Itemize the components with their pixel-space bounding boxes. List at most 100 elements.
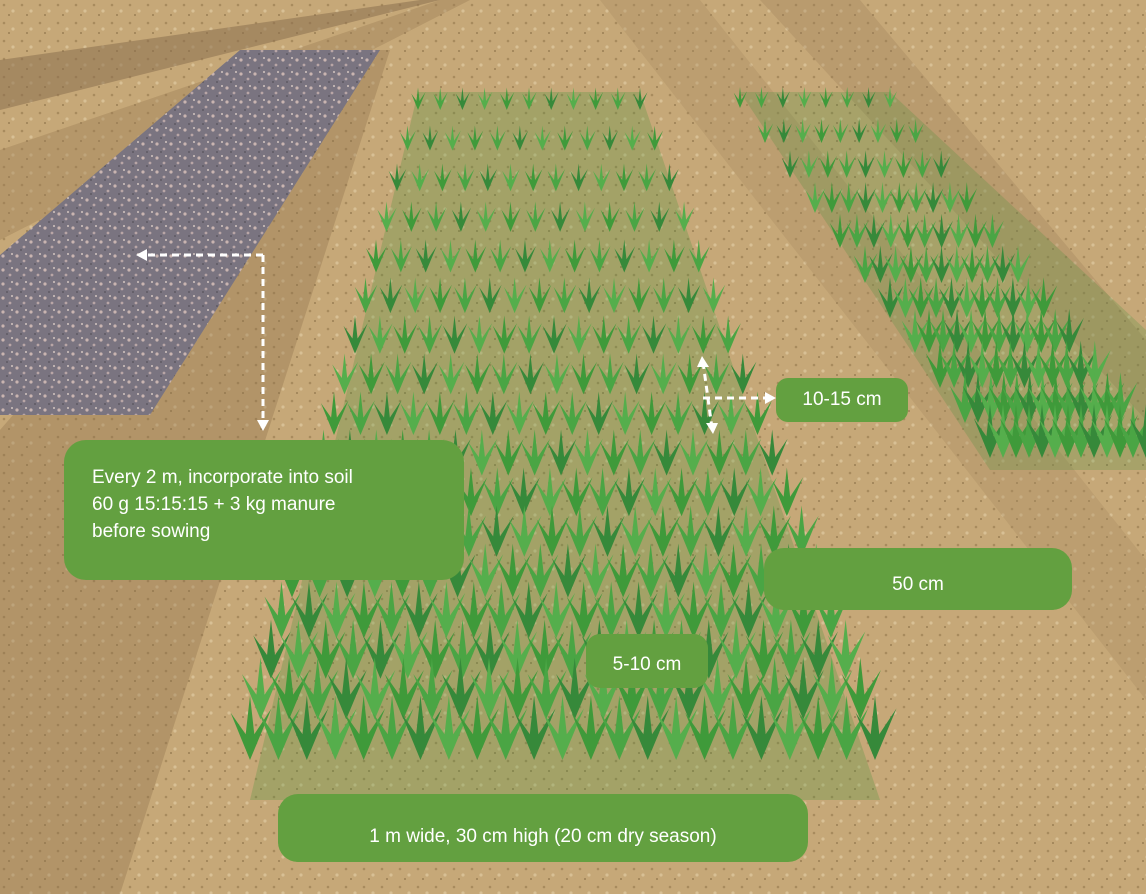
plant-leaf [527,657,567,720]
plant-leaf [719,467,751,517]
plant-leaf [674,201,695,232]
plant-leaf [1006,245,1031,283]
plant-leaf [730,353,757,395]
plant-leaf [468,429,498,476]
plant-leaf [677,277,701,314]
plant-leaf [468,543,504,598]
plant-leaf [602,125,619,151]
plant-leaf [639,239,661,273]
plant-leaf [270,657,310,720]
plant-leaf [703,353,730,395]
plant-leaf [1027,372,1060,423]
plant-leaf [638,163,656,192]
plant-leaf [584,657,624,720]
plant-leaf [1129,404,1146,458]
plant-leaf [611,87,626,110]
plant-leaf [456,581,493,639]
plant-leaf [467,125,484,151]
plant-leaf [988,372,1021,423]
plant-leaf [731,581,768,639]
plant-leaf [688,239,710,273]
plant-spacing-label: 5-10 cm [586,634,708,688]
plant-leaf [320,391,349,435]
plant-leaf [554,619,592,679]
plant-leaf [415,239,437,273]
plant-leaf [953,340,984,388]
plant-leaf [923,277,950,318]
plant-leaf [650,201,670,232]
plant-leaf [489,125,506,151]
plant-leaf [532,391,561,435]
plant-leaf [718,619,756,679]
plant-leaf [479,277,502,314]
plant-leaf [433,87,448,110]
plant-leaf [400,391,428,435]
plant-leaf [940,182,961,213]
plant-leaf [689,543,724,598]
plant-leaf [511,581,548,639]
plant-leaf [520,429,551,476]
plant-leaf [335,619,373,679]
plant-leaf [624,353,651,395]
plant-leaf [621,581,658,639]
plant-leaf [402,201,422,232]
plant-leaf [717,391,746,435]
plant-leaf [479,391,508,435]
plant-leaf [786,505,819,557]
plant-leaf [434,163,452,192]
plant-leaf [819,87,833,108]
plant-leaf [957,182,978,213]
plant-leaf [996,340,1027,388]
plant-leaf [870,118,887,143]
plant-leaf [965,213,987,248]
plant-leaf [550,201,571,232]
plant-leaf [795,118,811,143]
plant-leaf [1001,372,1034,423]
plant-leaf [758,505,791,557]
plant-leaf [1038,340,1069,388]
plant-leaf [991,245,1016,283]
plant-leaf [368,315,393,354]
plant-leaf [465,353,491,395]
plant-leaf [930,245,954,283]
plant-leaf [873,182,893,213]
plant-leaf [588,87,604,110]
plant-leaf [613,657,653,720]
plant-leaf [438,353,465,395]
plant-leaf [1027,308,1056,353]
plant-leaf [426,391,455,435]
plant-leaf [477,87,493,110]
plant-leaf [877,277,904,318]
plant-leaf [929,308,958,353]
plant-leaf [594,581,631,639]
plant-leaf [401,581,438,639]
plant-leaf [566,87,581,110]
plant-leaf [1010,340,1041,388]
plant-leaf [374,581,411,639]
plant-leaf [481,505,514,557]
plant-leaf [451,201,472,232]
plant-leaf [599,695,641,760]
plant-leaf [457,695,499,760]
plant-leaf [906,182,927,213]
plant-leaf [373,391,402,435]
plant-leaf [547,163,566,192]
plant-leaf [757,118,774,143]
plant-leaf [418,315,443,354]
plant-leaf [634,543,669,598]
plant-leaf [571,353,598,395]
plant-leaf [501,201,521,232]
plant-leaf [943,308,972,353]
plant-leaf [1041,308,1070,353]
plant-leaf [1012,404,1047,458]
plant-leaf [939,277,966,318]
plant-leaf [564,239,586,273]
plant-leaf [589,239,611,273]
plant-leaf [1031,277,1058,318]
plant-leaf [744,543,780,598]
plant-leaf [429,581,466,639]
plant-leaf [592,315,617,354]
plant-leaf [840,87,855,108]
plant-leaf [508,467,540,517]
plant-leaf [401,695,442,760]
